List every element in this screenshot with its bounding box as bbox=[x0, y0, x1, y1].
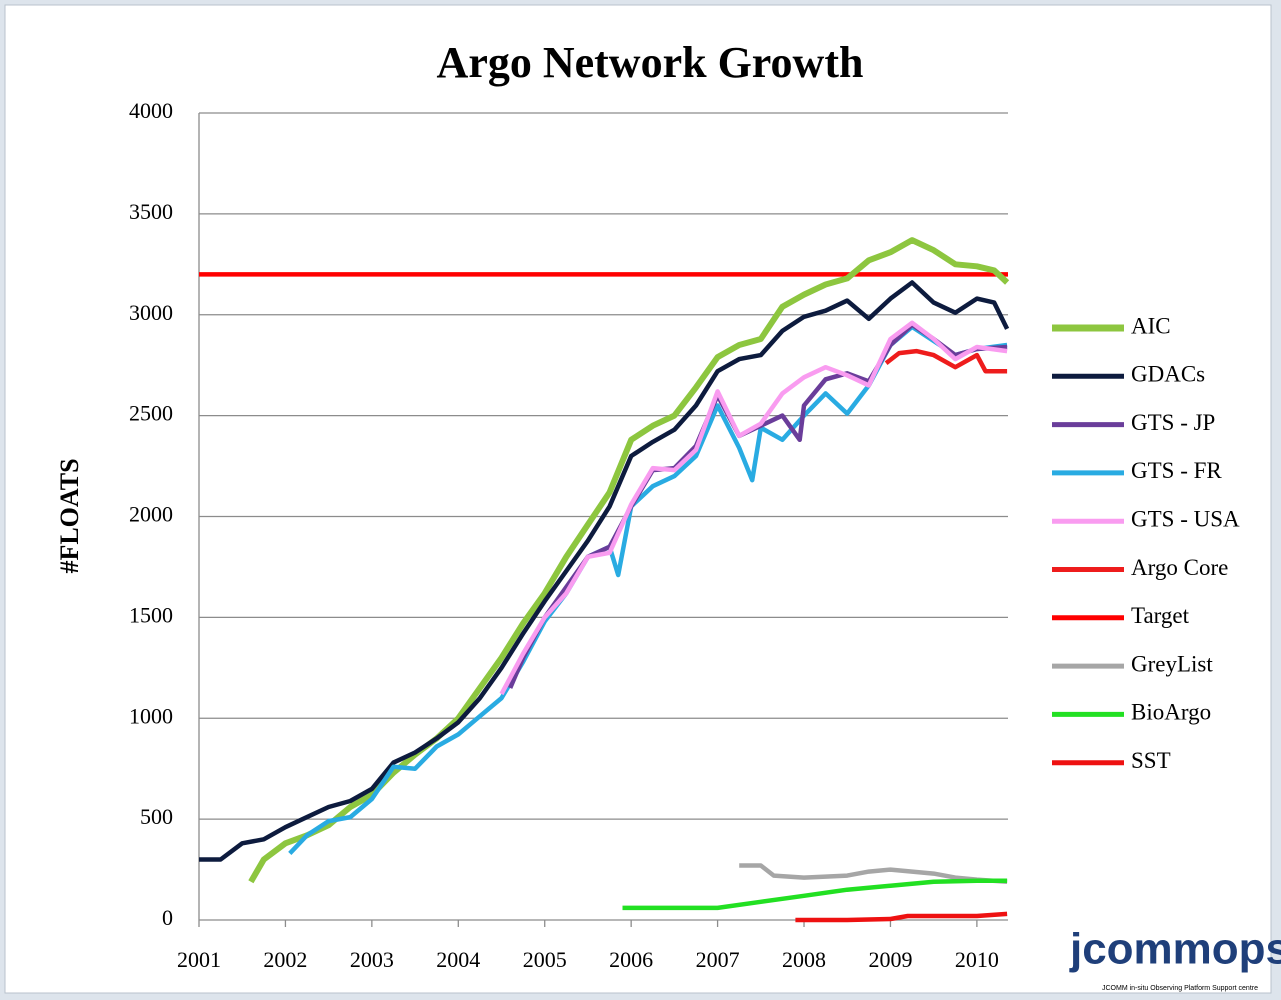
y-tick-label: 2500 bbox=[129, 401, 173, 426]
legend-label: GTS - FR bbox=[1131, 458, 1222, 483]
y-tick-label: 4000 bbox=[129, 98, 173, 123]
y-tick-label: 2000 bbox=[129, 502, 173, 527]
y-tick-label: 1000 bbox=[129, 703, 173, 728]
legend-label: GTS - USA bbox=[1131, 506, 1240, 531]
legend-label: Argo Core bbox=[1131, 555, 1228, 580]
legend-label: AIC bbox=[1131, 313, 1171, 338]
x-tick-label: 2003 bbox=[350, 947, 394, 972]
legend-label: Target bbox=[1131, 603, 1190, 628]
series-line bbox=[622, 878, 1008, 911]
y-tick-label: 3000 bbox=[129, 300, 173, 325]
x-tick-label: 2008 bbox=[782, 947, 826, 972]
x-tick-label: 2001 bbox=[177, 947, 221, 972]
series-line bbox=[499, 320, 1008, 696]
x-tick-label: 2010 bbox=[955, 947, 999, 972]
series-line bbox=[884, 348, 1008, 374]
x-tick-label: 2006 bbox=[609, 947, 653, 972]
series-line bbox=[739, 863, 1008, 884]
legend-label: SST bbox=[1131, 748, 1171, 773]
logo-tagline: JCOMM in-situ Observing Platform Support… bbox=[1102, 985, 1258, 992]
y-tick-label: 0 bbox=[162, 905, 173, 930]
y-tick-label: 500 bbox=[140, 804, 173, 829]
x-tick-label: 2002 bbox=[263, 947, 307, 972]
y-tick-label: 3500 bbox=[129, 199, 173, 224]
legend-label: GreyList bbox=[1131, 651, 1213, 676]
series-line bbox=[248, 237, 1010, 884]
x-tick-label: 2005 bbox=[523, 947, 567, 972]
x-tick-label: 2009 bbox=[868, 947, 912, 972]
y-axis-label: #FLOATS bbox=[55, 458, 84, 573]
chart-title: Argo Network Growth bbox=[437, 38, 864, 87]
series-line bbox=[795, 911, 1008, 923]
legend-label: GTS - JP bbox=[1131, 410, 1215, 435]
y-tick-label: 1500 bbox=[129, 602, 173, 627]
legend-label: BioArgo bbox=[1131, 700, 1211, 725]
x-tick-label: 2004 bbox=[436, 947, 480, 972]
logo: jcommops bbox=[1069, 925, 1281, 974]
series-line bbox=[199, 280, 1010, 862]
legend-label: GDACs bbox=[1131, 362, 1205, 387]
x-tick-label: 2007 bbox=[696, 947, 740, 972]
